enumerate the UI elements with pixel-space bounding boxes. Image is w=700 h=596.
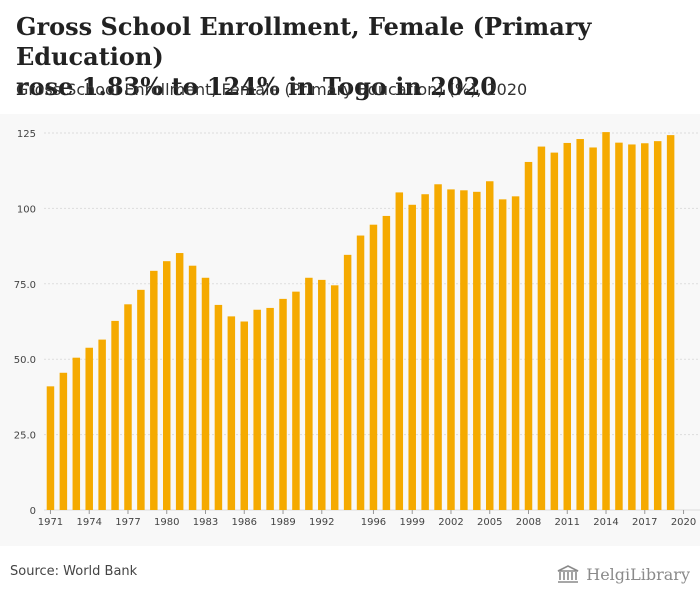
bar-1986[interactable] (240, 321, 249, 511)
x-tick-label: 2020 (671, 517, 696, 528)
bar-1990[interactable] (292, 291, 300, 510)
bar-2001[interactable] (434, 184, 442, 510)
bar-1994[interactable] (343, 254, 352, 510)
x-tick-label: 1974 (76, 517, 101, 528)
bar-1985[interactable] (227, 316, 236, 510)
bar-2016[interactable] (628, 144, 636, 510)
bar-2008[interactable] (524, 161, 533, 510)
bar-2002[interactable] (447, 189, 455, 510)
bar-1991[interactable] (305, 277, 313, 510)
x-tick-label: 2008 (516, 517, 541, 528)
bar-2004[interactable] (473, 191, 481, 510)
bar-chart: 0 25.0 50.0 75.0 100 125 1971 1974 1977 1980 1983… (14, 129, 700, 528)
bar-2012[interactable] (576, 139, 584, 511)
y-tick-label: 25.0 (14, 431, 36, 442)
y-tick-label: 125 (17, 129, 36, 140)
chart-subtitle: Gross School Enrollment, Female (Primary… (16, 80, 528, 99)
bar-1973[interactable] (72, 357, 81, 510)
bar-1982[interactable] (188, 265, 197, 510)
library-building-icon (557, 565, 579, 583)
x-tick-label: 1992 (309, 517, 334, 528)
y-tick-label: 0 (30, 506, 36, 517)
x-tick-label: 2002 (438, 517, 463, 528)
bar-1984[interactable] (214, 304, 223, 510)
x-tick-label: 1971 (38, 517, 63, 528)
y-tick-label: 100 (17, 204, 36, 215)
x-tick-label: 1989 (270, 517, 295, 528)
x-tick-label: 2014 (593, 517, 618, 528)
bar-1988[interactable] (266, 307, 274, 510)
x-tick-label: 1999 (399, 517, 424, 528)
bar-2003[interactable] (460, 190, 468, 510)
bar-1997[interactable] (382, 215, 391, 510)
bar-1996[interactable] (369, 224, 378, 510)
bar-1983[interactable] (201, 277, 210, 510)
bar-2007[interactable] (511, 196, 520, 510)
bar-1979[interactable] (150, 270, 158, 510)
y-tick-label: 50.0 (14, 355, 36, 366)
brand-logo[interactable]: HelgiLibrary (556, 562, 690, 586)
brand-name: HelgiLibrary (586, 564, 690, 584)
bar-2017[interactable] (641, 143, 649, 510)
bar-1999[interactable] (408, 204, 416, 510)
bar-1976[interactable] (111, 320, 119, 510)
x-tick-label: 1986 (232, 517, 257, 528)
source-note: Source: World Bank (10, 564, 138, 579)
bar-1972[interactable] (59, 372, 68, 510)
x-tick-label: 1996 (361, 517, 386, 528)
bar-1978[interactable] (137, 289, 145, 510)
bar-1974[interactable] (85, 347, 93, 510)
bar-1975[interactable] (98, 339, 106, 510)
bar-2006[interactable] (498, 199, 507, 510)
bar-1980[interactable] (162, 261, 171, 510)
bar-2009[interactable] (537, 146, 546, 510)
bar-1998[interactable] (395, 192, 404, 510)
bar-1989[interactable] (279, 298, 287, 510)
x-tick-label: 1977 (115, 517, 140, 528)
bar-2005[interactable] (485, 181, 494, 511)
chart-title: Gross School Enrollment, Female (Primary… (16, 12, 592, 101)
bar-2018[interactable] (653, 141, 662, 511)
bar-series (46, 132, 675, 511)
x-tick-label: 2017 (632, 517, 657, 528)
bar-1971[interactable] (46, 386, 55, 510)
y-tick-label: 75.0 (14, 280, 36, 291)
x-axis-ticks: 1971 1974 1977 1980 1983 1986 1989 1992 1996 1999… (38, 510, 696, 528)
x-tick-label: 1983 (193, 517, 218, 528)
bar-2019[interactable] (666, 135, 675, 510)
bar-1995[interactable] (356, 235, 365, 510)
bar-2013[interactable] (589, 147, 597, 510)
bar-2000[interactable] (421, 194, 429, 510)
bar-2010[interactable] (550, 152, 559, 510)
bar-2011[interactable] (563, 142, 572, 510)
bar-1977[interactable] (124, 304, 132, 510)
bar-2014[interactable] (602, 132, 610, 510)
bar-1981[interactable] (175, 253, 184, 510)
x-tick-label: 2005 (477, 517, 502, 528)
y-axis-ticks: 0 25.0 50.0 75.0 100 125 (14, 129, 36, 517)
bar-1992[interactable] (318, 279, 326, 510)
bar-1987[interactable] (253, 309, 261, 510)
bar-2015[interactable] (615, 142, 623, 511)
bar-1993[interactable] (330, 285, 339, 510)
x-tick-label: 2011 (555, 517, 580, 528)
x-tick-label: 1980 (154, 517, 179, 528)
